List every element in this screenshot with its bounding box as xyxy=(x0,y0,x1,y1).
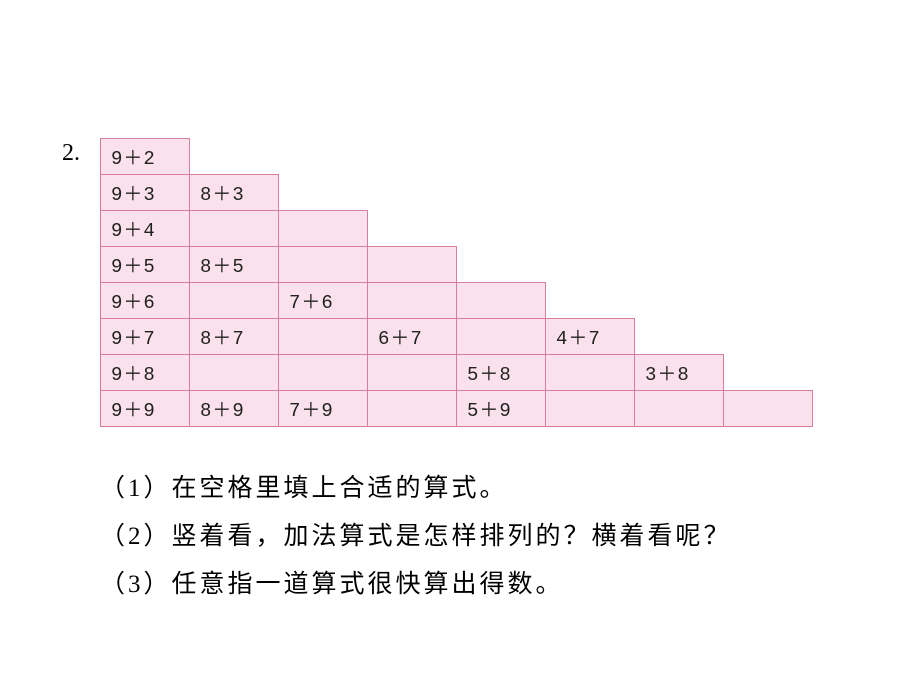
grid-row: 9＋2 xyxy=(100,138,812,174)
grid-row: 9＋98＋97＋9 5＋9 xyxy=(100,390,812,426)
grid-cell xyxy=(189,282,279,319)
question-2: （2）竖着看，加法算式是怎样排列的？横着看呢？ xyxy=(100,513,732,561)
problem-number: 2. xyxy=(62,140,80,167)
grid-row: 9＋78＋7 6＋7 4＋7 xyxy=(100,318,812,354)
grid-cell: 6＋7 xyxy=(367,318,457,355)
grid-cell xyxy=(278,354,368,391)
grid-cell xyxy=(367,282,457,319)
grid-cell: 9＋3 xyxy=(100,174,190,211)
grid-row: 9＋6 7＋6 xyxy=(100,282,812,318)
grid-cell: 7＋9 xyxy=(278,390,368,427)
grid-cell xyxy=(456,318,546,355)
grid-row: 9＋58＋5 xyxy=(100,246,812,282)
grid-cell: 9＋6 xyxy=(100,282,190,319)
question-1: （1）在空格里填上合适的算式。 xyxy=(100,465,732,513)
grid-cell: 5＋8 xyxy=(456,354,546,391)
grid-cell: 8＋3 xyxy=(189,174,279,211)
question-3: （3）任意指一道算式很快算出得数。 xyxy=(100,561,732,609)
grid-cell: 9＋2 xyxy=(100,138,190,175)
grid-cell xyxy=(723,390,813,427)
question-block: （1）在空格里填上合适的算式。 （2）竖着看，加法算式是怎样排列的？横着看呢？ … xyxy=(100,465,732,609)
grid-cell: 3＋8 xyxy=(634,354,724,391)
grid-cell: 8＋5 xyxy=(189,246,279,283)
grid-cell xyxy=(367,390,457,427)
grid-cell: 9＋7 xyxy=(100,318,190,355)
grid-cell xyxy=(634,390,724,427)
grid-cell xyxy=(278,318,368,355)
grid-cell xyxy=(189,354,279,391)
staircase-grid: 9＋29＋38＋39＋49＋58＋59＋6 7＋6 9＋78＋7 6＋7 4＋7 9＋8 5… xyxy=(100,138,812,426)
grid-row: 9＋4 xyxy=(100,210,812,246)
grid-cell: 8＋7 xyxy=(189,318,279,355)
grid-cell: 9＋8 xyxy=(100,354,190,391)
grid-cell: 7＋6 xyxy=(278,282,368,319)
grid-cell xyxy=(545,354,635,391)
grid-row: 9＋8 5＋8 3＋8 xyxy=(100,354,812,390)
grid-cell xyxy=(367,246,457,283)
grid-cell xyxy=(278,210,368,247)
grid-cell: 8＋9 xyxy=(189,390,279,427)
grid-cell xyxy=(456,282,546,319)
grid-cell: 9＋9 xyxy=(100,390,190,427)
grid-cell xyxy=(278,246,368,283)
grid-cell: 5＋9 xyxy=(456,390,546,427)
grid-row: 9＋38＋3 xyxy=(100,174,812,210)
grid-cell: 4＋7 xyxy=(545,318,635,355)
grid-cell xyxy=(367,354,457,391)
grid-cell xyxy=(189,210,279,247)
grid-cell xyxy=(545,390,635,427)
grid-cell: 9＋4 xyxy=(100,210,190,247)
grid-cell: 9＋5 xyxy=(100,246,190,283)
